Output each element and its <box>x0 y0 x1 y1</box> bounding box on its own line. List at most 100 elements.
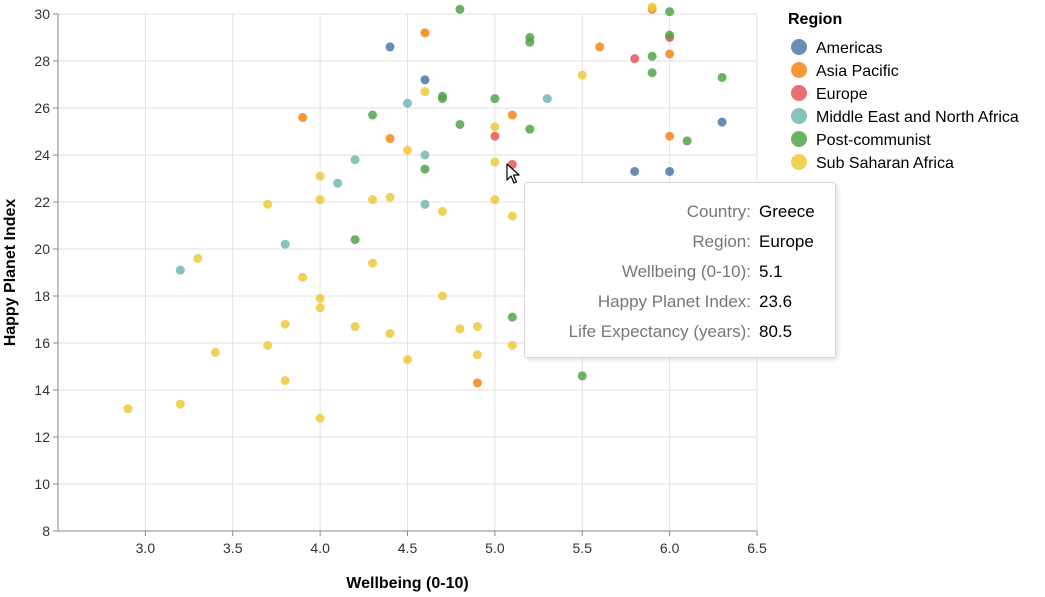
data-point[interactable] <box>315 303 325 313</box>
tooltip-row-country: Country: Greece <box>525 197 819 227</box>
legend-label: Asia Pacific <box>816 63 899 80</box>
data-point[interactable] <box>437 291 447 301</box>
data-point[interactable] <box>577 70 587 80</box>
data-point[interactable] <box>263 199 273 209</box>
data-point[interactable] <box>472 350 482 360</box>
data-point[interactable] <box>385 192 395 202</box>
x-tick-label: 6.0 <box>660 540 680 556</box>
data-point[interactable] <box>630 54 640 64</box>
data-point[interactable] <box>525 37 535 47</box>
x-tick-label: 4.5 <box>398 540 418 556</box>
data-point[interactable] <box>665 131 675 141</box>
data-point[interactable] <box>403 98 412 108</box>
data-point[interactable] <box>350 322 360 332</box>
data-point[interactable] <box>507 110 517 120</box>
data-point[interactable] <box>647 68 657 78</box>
data-point[interactable] <box>333 178 343 188</box>
legend-symbol <box>791 131 807 147</box>
legend-title: Region <box>788 11 842 28</box>
y-axis-title: Happy Planet Index <box>2 199 19 347</box>
data-point[interactable] <box>490 157 500 167</box>
data-point[interactable] <box>647 51 657 61</box>
data-point[interactable] <box>507 211 517 221</box>
data-point[interactable] <box>280 319 290 329</box>
legend-label: Post-communist <box>816 132 931 149</box>
data-point[interactable] <box>385 42 395 52</box>
data-point[interactable] <box>542 94 552 104</box>
data-point[interactable] <box>455 119 465 129</box>
tooltip-row-life-expectancy: Life Expectancy (years): 80.5 <box>525 317 819 347</box>
data-point[interactable] <box>665 30 675 40</box>
data-point[interactable] <box>665 7 675 17</box>
data-point[interactable] <box>507 340 517 350</box>
data-point[interactable] <box>717 72 727 82</box>
data-point[interactable] <box>315 413 325 423</box>
data-point[interactable] <box>315 171 325 181</box>
data-point[interactable] <box>385 134 395 144</box>
data-point[interactable] <box>665 49 675 59</box>
data-point[interactable] <box>455 324 465 334</box>
data-point[interactable] <box>298 112 308 122</box>
data-point[interactable] <box>210 347 220 357</box>
data-points[interactable] <box>123 2 727 423</box>
data-point[interactable] <box>315 293 325 303</box>
legend-label: Middle East and North Africa <box>816 109 1019 126</box>
data-point[interactable] <box>682 136 692 146</box>
data-point[interactable] <box>420 28 430 38</box>
tooltip-value: Greece <box>759 202 815 221</box>
data-point[interactable] <box>280 239 290 249</box>
data-point[interactable] <box>472 378 482 388</box>
data-point[interactable] <box>420 75 430 85</box>
data-point[interactable] <box>175 399 185 409</box>
data-point[interactable] <box>403 145 412 155</box>
tooltip-value: Europe <box>759 232 814 251</box>
data-point[interactable] <box>315 195 325 205</box>
data-point[interactable] <box>368 258 378 268</box>
y-tick-label: 22 <box>34 194 50 210</box>
data-point[interactable] <box>175 265 185 275</box>
tooltip-value: 5.1 <box>759 262 783 281</box>
data-point[interactable] <box>630 166 640 176</box>
tooltip-key: Region: <box>692 232 751 251</box>
data-point[interactable] <box>420 199 430 209</box>
data-point[interactable] <box>193 253 203 263</box>
legend-symbol <box>791 154 807 170</box>
data-point[interactable] <box>490 131 500 141</box>
data-point[interactable] <box>385 329 395 339</box>
legend-label: Europe <box>816 86 868 103</box>
data-point[interactable] <box>420 164 430 174</box>
data-point[interactable] <box>472 322 482 332</box>
data-point[interactable] <box>490 122 500 132</box>
data-point[interactable] <box>577 371 587 381</box>
data-point[interactable] <box>437 206 447 216</box>
y-tick-label: 8 <box>42 523 50 539</box>
data-point[interactable] <box>403 354 412 364</box>
data-point[interactable] <box>298 272 308 282</box>
tooltip-key: Wellbeing (0-10): <box>621 262 751 281</box>
data-point[interactable] <box>525 124 535 134</box>
data-point[interactable] <box>280 376 290 386</box>
tooltip-row-wellbeing: Wellbeing (0-10): 5.1 <box>525 257 819 287</box>
data-point[interactable] <box>665 166 675 176</box>
legend-symbol <box>791 39 807 55</box>
data-point[interactable] <box>490 94 500 104</box>
data-point[interactable] <box>490 195 500 205</box>
data-point[interactable] <box>717 117 727 127</box>
data-point[interactable] <box>350 155 360 165</box>
data-point[interactable] <box>420 150 430 160</box>
x-tick-label: 4.0 <box>310 540 330 556</box>
data-point[interactable] <box>263 340 273 350</box>
data-point[interactable] <box>437 94 447 104</box>
data-point[interactable] <box>123 404 133 414</box>
data-point[interactable] <box>420 87 430 97</box>
data-point[interactable] <box>455 4 465 14</box>
data-point[interactable] <box>595 42 605 52</box>
data-point[interactable] <box>368 110 378 120</box>
data-point[interactable] <box>350 235 360 245</box>
data-point[interactable] <box>507 312 517 322</box>
x-tick-label: 3.5 <box>223 540 243 556</box>
y-tick-label: 10 <box>34 476 50 492</box>
tooltip-key: Country: <box>686 202 751 221</box>
data-point[interactable] <box>647 2 657 12</box>
data-point[interactable] <box>368 195 378 205</box>
